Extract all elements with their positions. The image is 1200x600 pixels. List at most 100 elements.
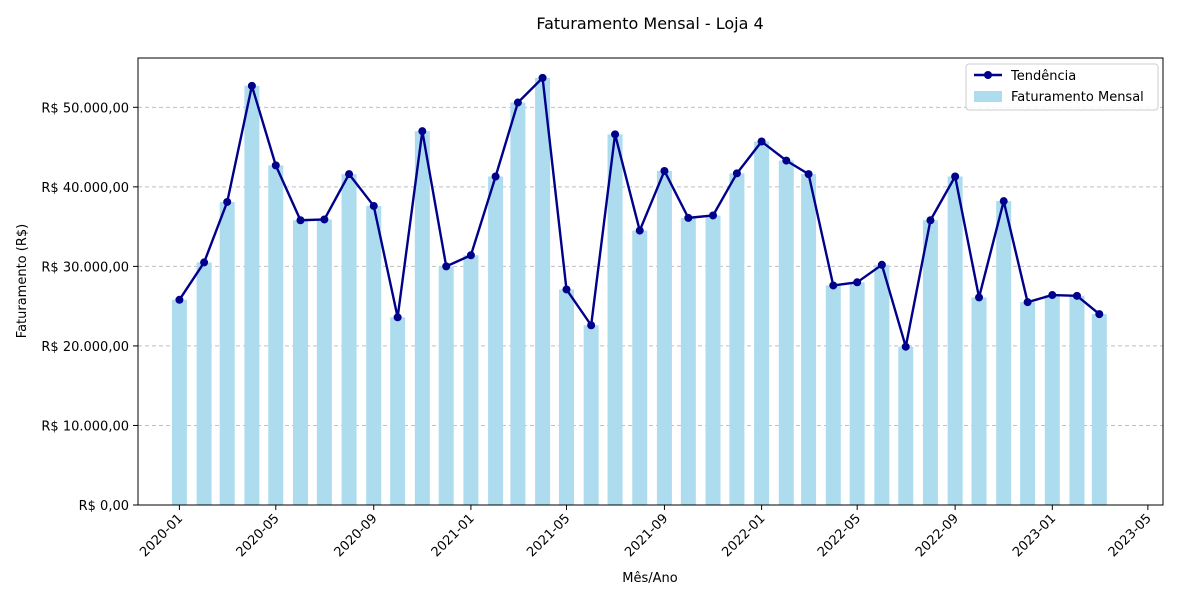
bar: [463, 255, 479, 505]
trend-point: [782, 156, 791, 165]
trend-point: [951, 172, 960, 181]
x-axis-label: Mês/Ano: [622, 571, 677, 586]
x-tick-label: 2022-05: [815, 511, 864, 560]
trend-point: [660, 166, 669, 175]
bar: [1091, 314, 1107, 505]
bar: [801, 174, 817, 505]
trend-point: [466, 251, 475, 260]
y-ticks: R$ 0,00 R$ 10.000,00 R$ 20.000,00 R$ 30.000…: [41, 101, 138, 514]
bar: [1020, 302, 1036, 505]
trend-point: [804, 170, 813, 179]
bar: [196, 262, 212, 505]
y-tick-label: R$ 30.000,00: [41, 260, 129, 275]
bar: [874, 264, 890, 505]
trend-point: [271, 161, 280, 170]
trend-point: [611, 130, 620, 139]
axes: [137, 57, 1164, 506]
x-tick-label: 2021-09: [622, 511, 671, 560]
trend-point: [901, 342, 910, 351]
y-tick-label: R$ 0,00: [79, 499, 129, 514]
x-tick-label: 2023-01: [1010, 511, 1059, 560]
trend-point: [1095, 310, 1104, 319]
bar: [219, 201, 235, 505]
bars: [171, 77, 1107, 506]
bar: [947, 176, 963, 505]
trend-point: [491, 172, 500, 181]
trend-point: [709, 211, 718, 220]
bar: [898, 346, 914, 505]
bar: [1069, 295, 1085, 505]
bar: [438, 266, 454, 505]
trend-point: [1072, 291, 1081, 300]
legend-label-trend: Tendência: [1010, 69, 1076, 84]
bar: [729, 173, 745, 506]
x-tick-label: 2021-01: [429, 511, 478, 560]
trend-point: [345, 170, 354, 179]
bar: [607, 134, 623, 505]
trend-line: [175, 73, 1104, 351]
x-tick-label: 2023-05: [1106, 511, 1155, 560]
bar: [510, 102, 526, 505]
bar: [778, 160, 794, 505]
x-tick-label: 2020-09: [332, 511, 381, 560]
plot-frame: [137, 57, 1164, 506]
trend-point: [513, 98, 522, 107]
bar: [922, 220, 938, 505]
trend-point: [223, 197, 232, 206]
bar: [390, 317, 406, 505]
bar: [414, 131, 430, 505]
trend-point: [200, 258, 209, 267]
bar: [244, 85, 260, 506]
trend-point: [562, 285, 571, 294]
chart-title: Faturamento Mensal - Loja 4: [536, 14, 763, 33]
trend-point: [975, 293, 984, 302]
trend-point: [1023, 298, 1032, 307]
trend-point: [538, 73, 547, 82]
trend-point: [247, 81, 256, 90]
bar: [849, 282, 865, 505]
trend-point: [635, 226, 644, 235]
trend-point: [926, 216, 935, 225]
bar: [971, 297, 987, 505]
bar: [1044, 295, 1060, 505]
trend-point: [418, 127, 427, 136]
trend-point: [877, 260, 886, 269]
bar: [705, 215, 721, 505]
bar: [316, 219, 332, 505]
trend-point: [369, 201, 378, 210]
legend-label-bars: Faturamento Mensal: [1011, 90, 1144, 105]
trend-point: [393, 313, 402, 322]
bar: [171, 299, 187, 505]
bar: [341, 174, 357, 505]
x-tick-label: 2020-01: [137, 511, 186, 560]
bar: [366, 205, 382, 505]
y-tick-label: R$ 20.000,00: [41, 340, 129, 355]
bar: [754, 141, 770, 506]
trend-point: [757, 137, 766, 146]
trend-point: [296, 216, 305, 225]
bar: [292, 220, 308, 505]
x-tick-label: 2021-05: [524, 511, 573, 560]
trend-point: [732, 169, 741, 178]
x-tick-label: 2020-05: [234, 511, 283, 560]
bar: [535, 77, 551, 505]
y-tick-label: R$ 10.000,00: [41, 419, 129, 434]
trend-point: [587, 321, 596, 330]
bar: [268, 165, 284, 506]
bar: [996, 201, 1012, 505]
bar: [825, 285, 841, 505]
trend-point: [320, 215, 329, 224]
x-ticks: 2020-01 2020-05 2020-09 2021-01 2021-05 2021-…: [137, 505, 1155, 560]
bar: [488, 176, 504, 505]
y-tick-label: R$ 50.000,00: [41, 101, 129, 116]
legend-box: [965, 63, 1159, 111]
y-tick-label: R$ 40.000,00: [41, 181, 129, 196]
trend-point: [175, 295, 184, 304]
legend-bar-swatch: [974, 91, 1002, 102]
x-tick-label: 2022-09: [913, 511, 962, 560]
trend-point: [829, 281, 838, 290]
bar: [583, 325, 599, 505]
trend-point: [1048, 291, 1057, 300]
trend-point: [684, 213, 693, 222]
